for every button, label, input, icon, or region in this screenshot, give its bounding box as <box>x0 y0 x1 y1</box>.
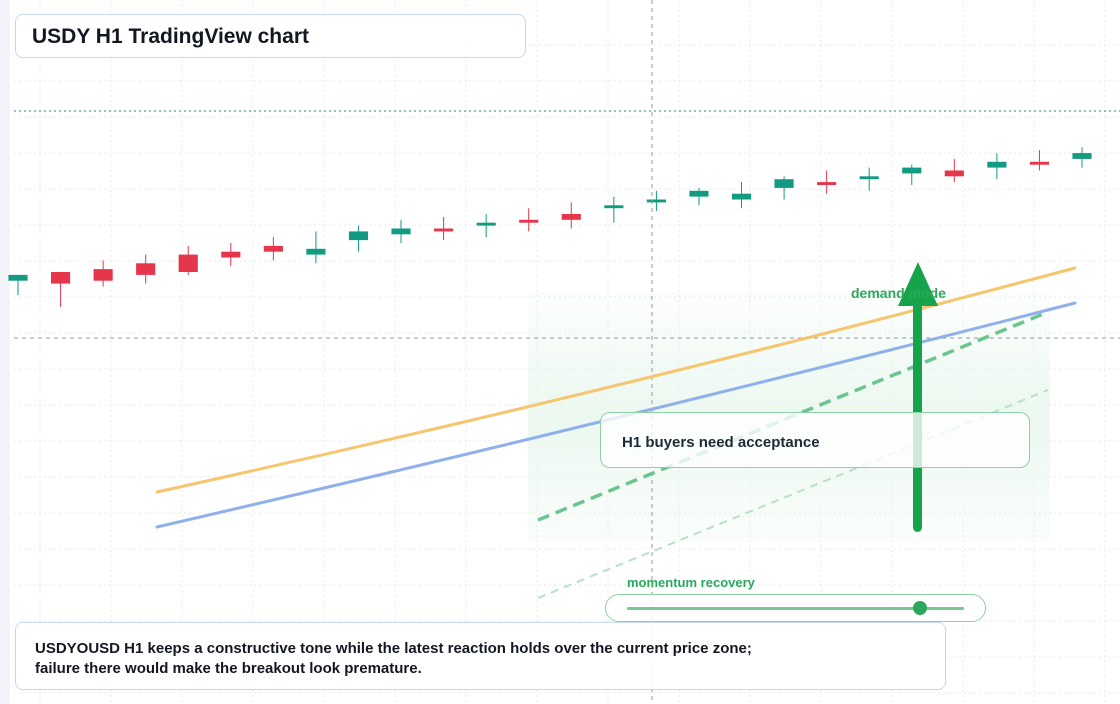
callout-box: H1 buyers need acceptance <box>600 412 1030 468</box>
candle-body <box>519 219 539 223</box>
candle-body <box>50 272 71 284</box>
candle-body <box>646 199 666 203</box>
candle-body <box>1072 153 1092 159</box>
candle-body <box>348 231 369 241</box>
callout-text: H1 buyers need acceptance <box>622 434 820 451</box>
candle-body <box>774 179 794 188</box>
footer-panel: USDYOUSD H1 keeps a constructive tone wh… <box>15 622 946 690</box>
candle-body <box>136 263 156 275</box>
candle-body <box>178 254 198 272</box>
candle-body <box>859 176 879 180</box>
arrow-up-icon <box>898 262 938 306</box>
momentum-knob[interactable] <box>913 601 928 615</box>
candle-body <box>306 248 326 255</box>
left-axis-edge <box>0 0 10 704</box>
candle-body <box>434 228 454 232</box>
chart-title: USDY H1 TradingView chart <box>32 25 309 48</box>
candle-body <box>731 193 752 200</box>
candle-body <box>8 274 28 281</box>
title-panel: USDY H1 TradingView chart <box>15 14 526 58</box>
candle-body <box>817 182 837 185</box>
candle-body <box>902 167 922 174</box>
trend-line-faint <box>537 389 1049 599</box>
candle-body <box>221 251 241 258</box>
candle-body <box>604 205 624 209</box>
candle-body <box>476 222 496 226</box>
candle-body <box>93 269 113 281</box>
candlestick-series <box>8 147 1092 307</box>
footer-text: USDYOUSD H1 keeps a constructive tone wh… <box>35 640 752 677</box>
moving-average-fast <box>155 266 1077 494</box>
candle-body <box>263 245 283 252</box>
momentum-track <box>627 607 964 610</box>
candle-body <box>1029 161 1050 165</box>
demand-zone-label: demand mode <box>851 285 946 301</box>
candle-body <box>689 190 709 197</box>
candle-body <box>561 214 581 220</box>
candle-body <box>944 170 964 177</box>
momentum-label: momentum recovery <box>627 575 755 590</box>
momentum-panel <box>605 594 986 622</box>
candle-body <box>987 161 1007 168</box>
candle-body <box>391 228 411 235</box>
